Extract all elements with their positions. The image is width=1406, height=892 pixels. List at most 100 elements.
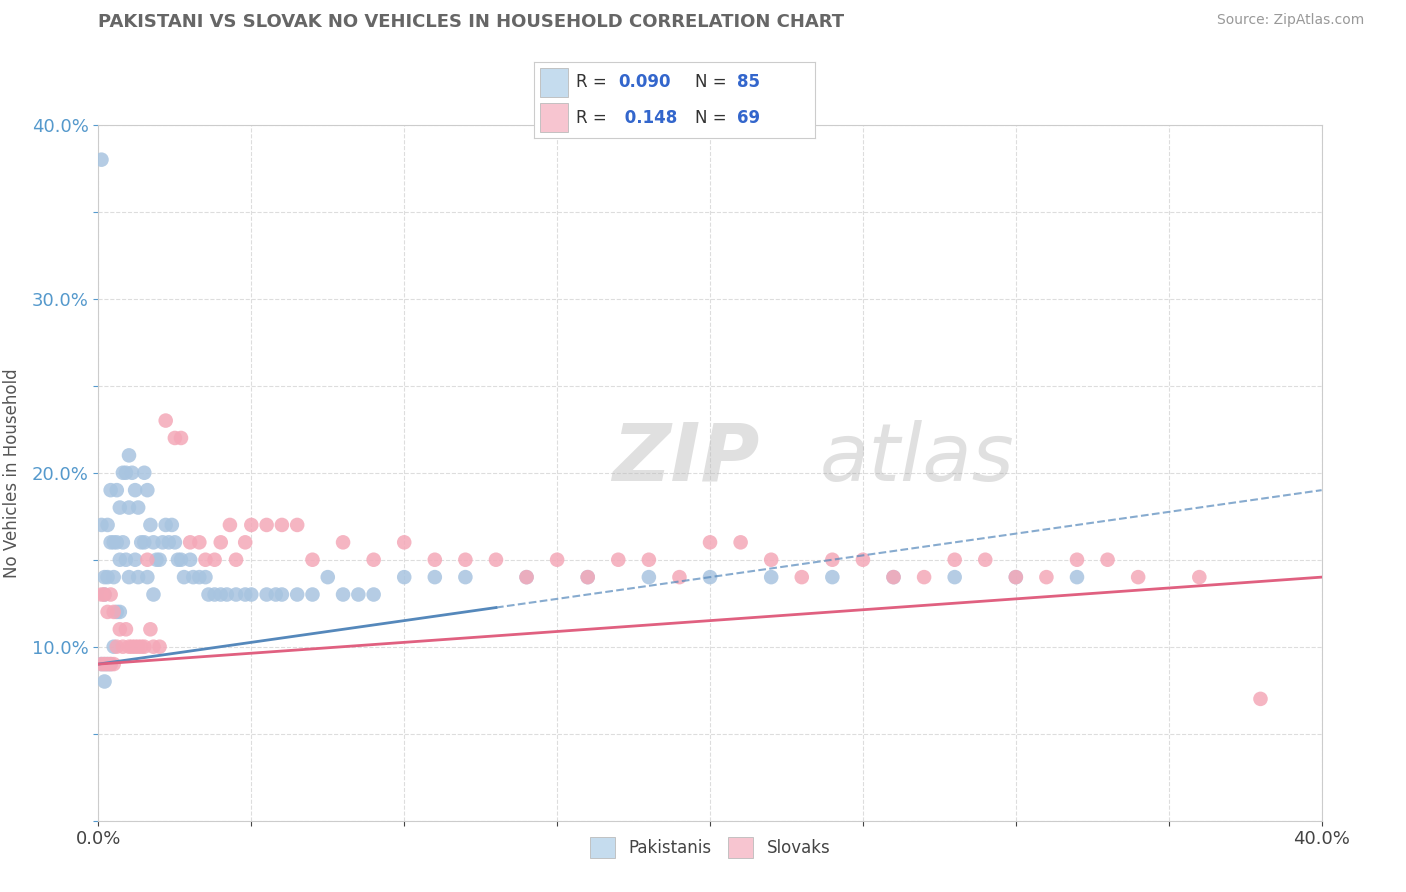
- Text: R =: R =: [576, 109, 613, 127]
- Point: [103, 605, 125, 619]
- Point: [100, 535, 122, 549]
- Point: [264, 587, 287, 601]
- Text: 85: 85: [737, 73, 759, 91]
- Point: [316, 570, 339, 584]
- Point: [134, 466, 156, 480]
- Bar: [540, 68, 568, 96]
- Point: [1066, 552, 1088, 567]
- Point: [118, 448, 141, 462]
- Point: [149, 640, 172, 654]
- Point: [204, 587, 226, 601]
- Point: [194, 570, 217, 584]
- Point: [240, 517, 263, 532]
- Point: [134, 535, 156, 549]
- Point: [852, 552, 875, 567]
- Point: [108, 552, 131, 567]
- Point: [209, 587, 232, 601]
- Point: [108, 500, 131, 515]
- Point: [111, 535, 134, 549]
- Point: [160, 517, 183, 532]
- Point: [105, 535, 128, 549]
- Point: [170, 431, 193, 445]
- Text: atlas: atlas: [820, 420, 1015, 498]
- Point: [157, 535, 180, 549]
- Point: [233, 535, 256, 549]
- Point: [225, 552, 247, 567]
- Point: [188, 535, 211, 549]
- Point: [485, 552, 508, 567]
- Text: N =: N =: [695, 73, 731, 91]
- Point: [1128, 570, 1150, 584]
- Point: [111, 466, 134, 480]
- Point: [759, 552, 782, 567]
- Point: [173, 570, 195, 584]
- Point: [347, 587, 370, 601]
- Point: [97, 657, 120, 671]
- Y-axis label: No Vehicles in Household: No Vehicles in Household: [3, 368, 21, 578]
- Point: [142, 640, 165, 654]
- Point: [136, 570, 159, 584]
- Point: [93, 587, 115, 601]
- Point: [129, 535, 152, 549]
- Point: [97, 605, 120, 619]
- Point: [103, 657, 125, 671]
- Point: [103, 640, 125, 654]
- Point: [170, 552, 193, 567]
- Point: [163, 431, 186, 445]
- Point: [392, 535, 416, 549]
- Text: PAKISTANI VS SLOVAK NO VEHICLES IN HOUSEHOLD CORRELATION CHART: PAKISTANI VS SLOVAK NO VEHICLES IN HOUSE…: [98, 13, 845, 31]
- Point: [699, 535, 721, 549]
- Point: [121, 466, 143, 480]
- Point: [363, 552, 385, 567]
- Point: [111, 640, 134, 654]
- Point: [332, 535, 354, 549]
- Point: [167, 552, 190, 567]
- Point: [127, 500, 149, 515]
- Point: [197, 587, 219, 601]
- Point: [215, 587, 238, 601]
- Point: [103, 570, 125, 584]
- Point: [668, 570, 690, 584]
- Point: [270, 587, 292, 601]
- Point: [332, 587, 354, 601]
- Point: [912, 570, 935, 584]
- Point: [179, 552, 201, 567]
- Point: [127, 640, 149, 654]
- Point: [974, 552, 997, 567]
- Point: [163, 535, 186, 549]
- Text: ZIP: ZIP: [612, 420, 759, 498]
- Point: [546, 552, 568, 567]
- Point: [90, 657, 112, 671]
- Point: [256, 517, 278, 532]
- Point: [363, 587, 385, 601]
- Legend: Pakistanis, Slovaks: Pakistanis, Slovaks: [583, 830, 837, 864]
- Point: [1035, 570, 1057, 584]
- Point: [115, 466, 138, 480]
- Point: [607, 552, 630, 567]
- Point: [943, 570, 966, 584]
- Point: [115, 623, 138, 637]
- Point: [1004, 570, 1026, 584]
- Bar: [540, 103, 568, 132]
- Point: [576, 570, 599, 584]
- Point: [759, 570, 782, 584]
- Point: [301, 587, 323, 601]
- Point: [100, 587, 122, 601]
- Point: [883, 570, 905, 584]
- Point: [129, 640, 152, 654]
- Point: [139, 517, 162, 532]
- Point: [121, 640, 143, 654]
- Point: [179, 535, 201, 549]
- Point: [105, 483, 128, 497]
- Point: [97, 517, 120, 532]
- Point: [1004, 570, 1026, 584]
- Text: 0.090: 0.090: [619, 73, 671, 91]
- Text: 69: 69: [737, 109, 759, 127]
- Point: [152, 535, 174, 549]
- Point: [90, 657, 112, 671]
- Point: [149, 552, 172, 567]
- Point: [136, 552, 159, 567]
- Point: [576, 570, 599, 584]
- Point: [155, 414, 177, 428]
- Point: [118, 640, 141, 654]
